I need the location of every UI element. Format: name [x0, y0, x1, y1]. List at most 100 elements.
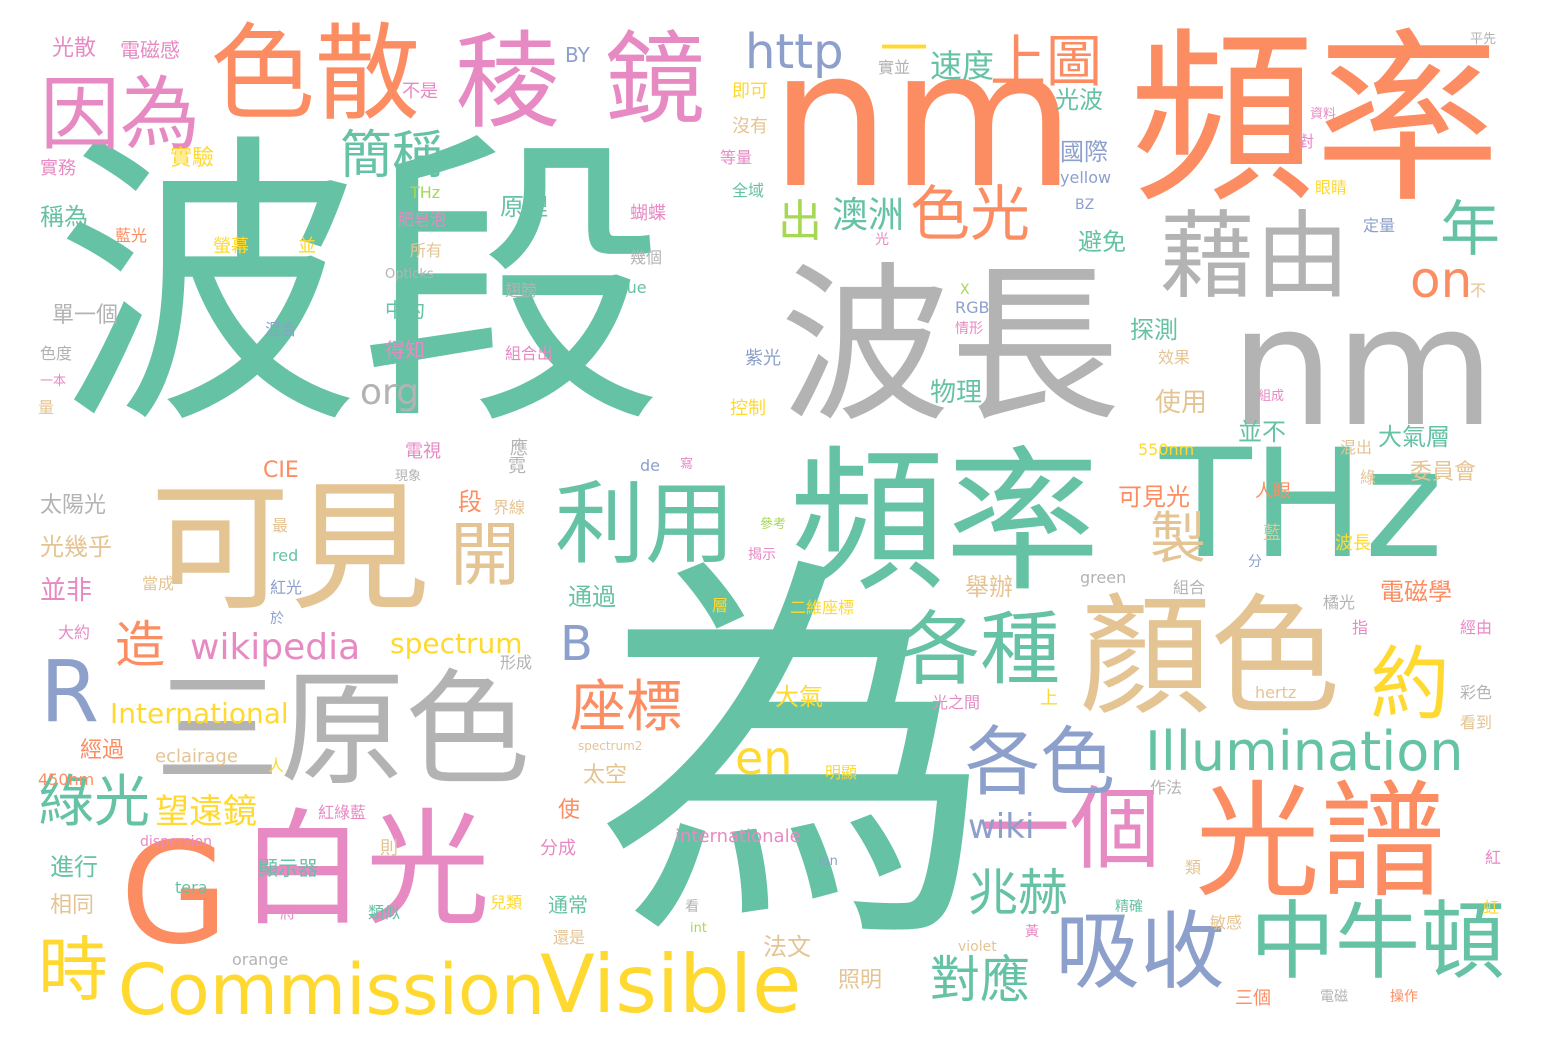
word: 光: [875, 232, 889, 248]
word: 不是: [402, 81, 438, 102]
word: 紅光: [270, 578, 303, 597]
word: 電磁: [1320, 989, 1348, 1005]
word: on: [1410, 251, 1473, 309]
word: 簡稱: [340, 126, 445, 186]
word: 黃: [1025, 924, 1039, 940]
word: 一: [880, 21, 929, 77]
word: 光之間: [932, 693, 981, 712]
word: 綠光: [38, 770, 150, 835]
word: 進行: [50, 853, 98, 881]
word: 敏感: [1210, 913, 1243, 932]
word: 通常: [548, 893, 588, 917]
word: 波長: [1335, 533, 1371, 554]
word: 太陽光: [40, 493, 107, 518]
word: 平先: [1470, 32, 1497, 47]
word: 情形: [955, 321, 983, 337]
word: 三原色: [155, 658, 530, 803]
word: 吸收: [1055, 903, 1226, 1002]
word: 眼睛: [1315, 178, 1348, 197]
word: BY: [565, 43, 590, 67]
word: 電視: [405, 441, 441, 462]
word: International: [110, 697, 289, 730]
word: 大氣層: [1378, 423, 1450, 451]
word: 形成: [500, 653, 533, 672]
word: 肥皂泡: [398, 210, 447, 229]
word: 並非: [40, 576, 93, 606]
word: spectrum: [390, 627, 523, 660]
word: eclairage: [155, 746, 238, 767]
word: 實並: [878, 58, 911, 77]
word: R: [40, 643, 100, 742]
word: 虹: [1483, 898, 1500, 917]
word: 翅膀: [505, 281, 538, 300]
word: BZ: [1075, 197, 1095, 213]
word: 當成: [142, 574, 175, 593]
word: 探測: [1130, 316, 1178, 344]
word: 段: [458, 488, 482, 516]
word: hertz: [1255, 683, 1297, 702]
word: 頻率: [1130, 12, 1500, 228]
word: 白光: [240, 798, 490, 943]
word: de: [640, 456, 660, 475]
word: 對應: [930, 951, 1030, 1009]
word: 經由: [1460, 618, 1493, 637]
word: 則: [380, 838, 398, 859]
word: 藍光: [115, 226, 148, 245]
word: 製: [1150, 507, 1206, 572]
word: 看到: [1460, 713, 1493, 732]
word: 550nm: [1138, 440, 1195, 459]
word: 並: [298, 236, 316, 257]
word: 大約: [58, 623, 91, 642]
word: wiki: [968, 807, 1035, 847]
word: dispersion: [140, 834, 212, 850]
word: 量: [38, 398, 55, 417]
word: en: [735, 731, 793, 785]
word: Commission: [118, 949, 546, 1031]
word: 對: [1298, 132, 1315, 151]
word: 組合出: [505, 344, 554, 363]
word: 彩色: [1460, 683, 1493, 702]
word: RGB: [955, 298, 990, 317]
word: 國際: [1060, 138, 1108, 166]
word: 色散: [210, 13, 421, 135]
word: 參考: [760, 517, 787, 532]
word: 可見光: [1118, 483, 1190, 511]
word: 兒類: [490, 893, 523, 912]
word: 人: [268, 756, 285, 775]
word: 控制: [730, 398, 766, 419]
word: 造: [115, 616, 165, 674]
word: 通過: [568, 583, 616, 611]
word: 分: [1248, 554, 1262, 570]
word: internationale: [675, 826, 801, 847]
word: 電磁學: [1380, 578, 1452, 606]
word: 避免: [1078, 228, 1126, 256]
word: 450nm: [38, 770, 95, 789]
word: 鏡: [605, 21, 705, 138]
word: 上: [1040, 688, 1058, 709]
word: 得知: [385, 338, 425, 362]
word: 可見: [150, 468, 431, 631]
word: 看: [685, 899, 699, 915]
word: 現象: [395, 469, 422, 484]
word: 螢幕: [213, 236, 249, 257]
word: nm: [1230, 271, 1496, 463]
word: 中牛頓: [1250, 893, 1506, 992]
word: 開: [450, 514, 520, 596]
word: 色光: [910, 180, 1030, 250]
word: CIE: [263, 458, 299, 483]
word: 使用: [1155, 388, 1208, 418]
word: violet: [958, 939, 997, 955]
word: nm: [770, 9, 1076, 230]
word: 橘光: [1323, 593, 1356, 612]
word: 稱為: [40, 203, 88, 231]
word: 中約: [385, 298, 425, 322]
word: 單一個: [52, 303, 119, 328]
word: 層: [712, 596, 729, 615]
word: 最: [272, 516, 289, 535]
word: 原理: [500, 193, 548, 221]
word: 藍: [1263, 523, 1281, 544]
word: red: [272, 546, 299, 565]
word: org: [360, 372, 420, 413]
word: 應: [510, 438, 528, 459]
word: 望遠鏡: [155, 792, 257, 832]
